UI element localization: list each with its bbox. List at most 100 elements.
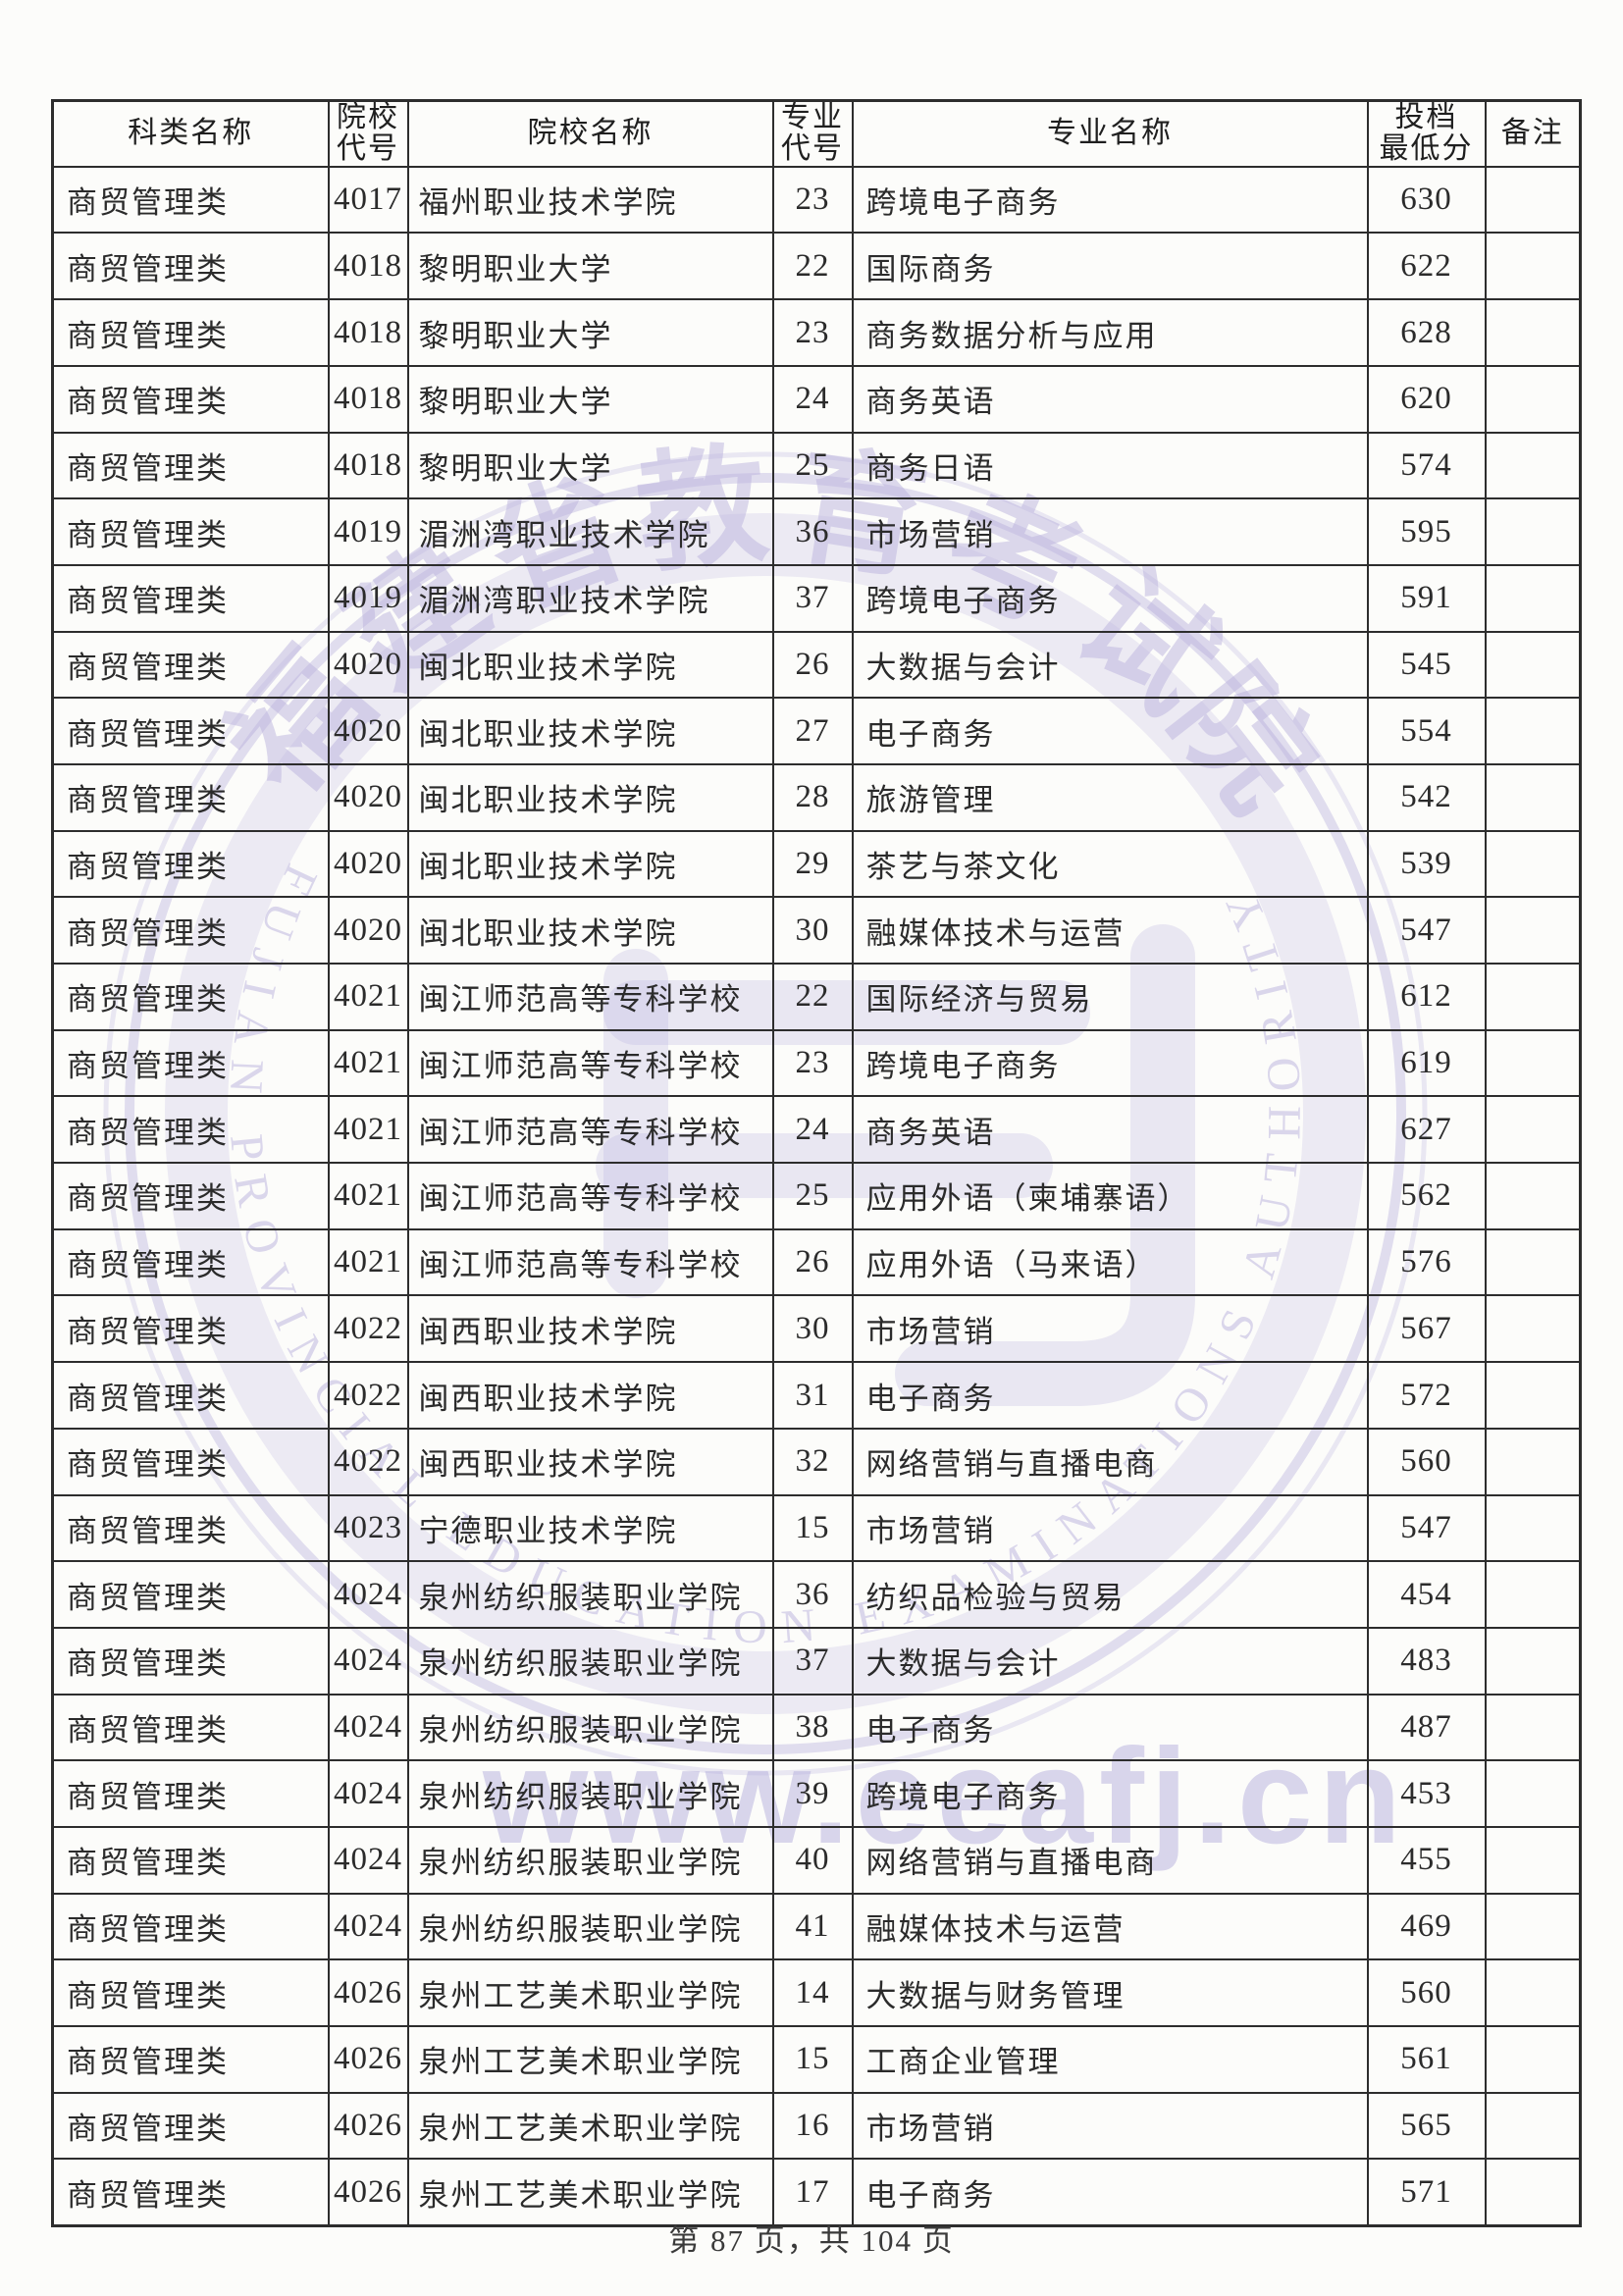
cell-remark xyxy=(1484,1759,1582,1828)
cell-major-code: 17 xyxy=(771,2158,854,2227)
cell-major-code: 30 xyxy=(771,1294,854,1364)
cell-remark xyxy=(1484,2091,1582,2161)
cell-major-code: 38 xyxy=(771,1693,854,1762)
cell-remark xyxy=(1484,298,1582,367)
table-row: 商贸管理类 4017 福州职业技术学院 23 跨境电子商务 630 xyxy=(51,165,1582,235)
header-major-name: 专业名称 xyxy=(851,99,1369,168)
table-row: 商贸管理类 4020 闽北职业技术学院 27 电子商务 554 xyxy=(51,697,1582,765)
cell-school-name: 泉州工艺美术职业学院 xyxy=(406,2025,774,2094)
table-row: 商贸管理类 4026 泉州工艺美术职业学院 15 工商企业管理 561 xyxy=(51,2025,1582,2094)
cell-category: 商贸管理类 xyxy=(51,165,330,235)
table-row: 商贸管理类 4024 泉州纺织服装职业学院 39 跨境电子商务 453 xyxy=(51,1759,1582,1828)
cell-remark xyxy=(1484,829,1582,899)
cell-major-name: 大数据与会计 xyxy=(851,630,1369,700)
cell-major-code: 39 xyxy=(771,1759,854,1828)
cell-major-name: 跨境电子商务 xyxy=(851,1759,1369,1828)
cell-school-code: 4026 xyxy=(327,2025,409,2094)
cell-school-name: 泉州纺织服装职业学院 xyxy=(406,1825,774,1895)
cell-school-name: 黎明职业大学 xyxy=(406,232,774,301)
cell-remark xyxy=(1484,963,1582,1031)
cell-school-code: 4018 xyxy=(327,298,409,367)
cell-remark xyxy=(1484,2158,1582,2227)
cell-category: 商贸管理类 xyxy=(51,1958,330,2028)
table-row: 商贸管理类 4024 泉州纺织服装职业学院 36 纺织品检验与贸易 454 xyxy=(51,1560,1582,1629)
cell-school-code: 4020 xyxy=(327,762,409,832)
table-row: 商贸管理类 4019 湄洲湾职业技术学院 37 跨境电子商务 591 xyxy=(51,563,1582,633)
table-header: 科类名称 院校 代号 院校名称 专业 代号 专业名称 投档 最低分 备注 xyxy=(51,99,1582,168)
cell-major-name: 电子商务 xyxy=(851,1361,1369,1430)
cell-major-code: 24 xyxy=(771,364,854,434)
table-row: 商贸管理类 4026 泉州工艺美术职业学院 14 大数据与财务管理 560 xyxy=(51,1958,1582,2028)
cell-major-code: 37 xyxy=(771,563,854,633)
cell-remark xyxy=(1484,165,1582,235)
table-row: 商贸管理类 4024 泉州纺织服装职业学院 37 大数据与会计 483 xyxy=(51,1626,1582,1696)
cell-school-code: 4022 xyxy=(327,1427,409,1496)
cell-category: 商贸管理类 xyxy=(51,1361,330,1430)
table-row: 商贸管理类 4021 闽江师范高等专科学校 26 应用外语（马来语） 576 xyxy=(51,1227,1582,1297)
cell-major-name: 商务英语 xyxy=(851,1095,1369,1165)
cell-school-name: 泉州纺织服装职业学院 xyxy=(406,1560,774,1629)
cell-school-code: 4021 xyxy=(327,1095,409,1165)
cell-category: 商贸管理类 xyxy=(51,896,330,965)
table-row: 商贸管理类 4018 黎明职业大学 22 国际商务 622 xyxy=(51,232,1582,301)
cell-min-score: 547 xyxy=(1366,896,1487,965)
cell-remark xyxy=(1484,1361,1582,1430)
table-row: 商贸管理类 4018 黎明职业大学 25 商务日语 574 xyxy=(51,431,1582,500)
cell-min-score: 619 xyxy=(1366,1028,1487,1098)
table-row: 商贸管理类 4023 宁德职业技术学院 15 市场营销 547 xyxy=(51,1493,1582,1563)
cell-category: 商贸管理类 xyxy=(51,497,330,566)
cell-remark xyxy=(1484,431,1582,500)
cell-major-name: 电子商务 xyxy=(851,2158,1369,2227)
cell-school-name: 泉州纺织服装职业学院 xyxy=(406,1759,774,1828)
cell-major-code: 22 xyxy=(771,963,854,1031)
cell-major-code: 22 xyxy=(771,232,854,301)
cell-major-code: 16 xyxy=(771,2091,854,2161)
cell-school-code: 4019 xyxy=(327,497,409,566)
cell-school-code: 4021 xyxy=(327,1028,409,1098)
cell-school-code: 4026 xyxy=(327,1958,409,2028)
table-row: 商贸管理类 4021 闽江师范高等专科学校 22 国际经济与贸易 612 xyxy=(51,963,1582,1031)
cell-category: 商贸管理类 xyxy=(51,762,330,832)
cell-major-code: 23 xyxy=(771,165,854,235)
cell-major-name: 融媒体技术与运营 xyxy=(851,896,1369,965)
cell-min-score: 455 xyxy=(1366,1825,1487,1895)
cell-category: 商贸管理类 xyxy=(51,1759,330,1828)
table-row: 商贸管理类 4021 闽江师范高等专科学校 23 跨境电子商务 619 xyxy=(51,1028,1582,1098)
cell-min-score: 628 xyxy=(1366,298,1487,367)
cell-major-code: 24 xyxy=(771,1095,854,1165)
cell-school-code: 4020 xyxy=(327,697,409,765)
cell-category: 商贸管理类 xyxy=(51,298,330,367)
cell-school-code: 4017 xyxy=(327,165,409,235)
cell-major-code: 36 xyxy=(771,1560,854,1629)
cell-major-code: 23 xyxy=(771,1028,854,1098)
cell-remark xyxy=(1484,364,1582,434)
cell-remark xyxy=(1484,630,1582,700)
header-school-code: 院校 代号 xyxy=(327,99,409,168)
cell-major-code: 27 xyxy=(771,697,854,765)
cell-major-name: 市场营销 xyxy=(851,1493,1369,1563)
cell-remark xyxy=(1484,1560,1582,1629)
cell-major-name: 商务日语 xyxy=(851,431,1369,500)
cell-major-code: 26 xyxy=(771,630,854,700)
cell-school-code: 4024 xyxy=(327,1759,409,1828)
header-remarks: 备注 xyxy=(1484,99,1582,168)
cell-major-name: 国际经济与贸易 xyxy=(851,963,1369,1031)
cell-school-code: 4024 xyxy=(327,1626,409,1696)
cell-remark xyxy=(1484,1162,1582,1230)
cell-category: 商贸管理类 xyxy=(51,829,330,899)
cell-school-code: 4021 xyxy=(327,963,409,1031)
cell-major-name: 市场营销 xyxy=(851,497,1369,566)
cell-remark xyxy=(1484,1028,1582,1098)
admission-score-table: 科类名称 院校 代号 院校名称 专业 代号 专业名称 投档 最低分 备注 商贸管理类 4017 福州职… xyxy=(51,99,1582,2227)
cell-school-name: 闽西职业技术学院 xyxy=(406,1294,774,1364)
cell-school-name: 泉州工艺美术职业学院 xyxy=(406,1958,774,2028)
cell-min-score: 572 xyxy=(1366,1361,1487,1430)
cell-category: 商贸管理类 xyxy=(51,630,330,700)
cell-school-name: 闽江师范高等专科学校 xyxy=(406,1162,774,1230)
cell-category: 商贸管理类 xyxy=(51,2025,330,2094)
cell-category: 商贸管理类 xyxy=(51,1693,330,1762)
cell-remark xyxy=(1484,1095,1582,1165)
cell-min-score: 562 xyxy=(1366,1162,1487,1230)
cell-school-name: 泉州纺织服装职业学院 xyxy=(406,1626,774,1696)
